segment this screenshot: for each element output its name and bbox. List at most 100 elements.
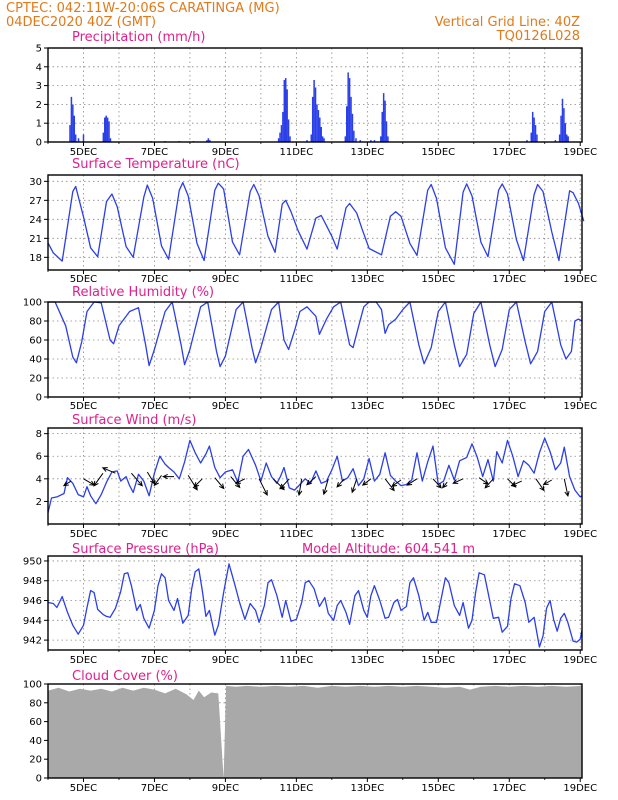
cloud-cover-xtick-label: 15DEC [421,783,455,794]
pressure-xtick-label: 17DEC [492,655,526,666]
precipitation-bar [310,134,313,142]
precipitation-bar [277,138,280,142]
cloud-cover-ytick-label: 80 [29,698,42,709]
precipitation-bar [320,126,322,142]
cloud-cover-xtick-label: 7DEC [141,783,168,794]
precipitation-bar [314,87,317,142]
precipitation-bar [283,79,286,142]
precipitation-xtick-label: 11DEC [280,147,314,158]
wind-ytick-label: 2 [36,497,42,508]
cloud-cover-ytick-label: 60 [29,717,42,728]
wind-ytick-label: 8 [36,429,42,440]
wind-direction-arrow [297,478,303,497]
humidity-ytick-label: 20 [29,374,42,385]
humidity-ytick-label: 80 [29,317,42,328]
pressure-panel: Surface Pressure (hPa) Model Altitude: 6… [23,542,597,666]
pressure-frame [47,555,583,651]
precipitation-xtick-label: 17DEC [492,147,526,158]
wind-direction-arrow [542,479,553,486]
temperature-xtick-label: 17DEC [492,274,526,285]
precipitation-bar [380,136,382,142]
humidity-xtick-label: 15DEC [421,401,455,412]
model-altitude: Model Altitude: 604.541 m [302,542,475,557]
pressure-ytick-label: 948 [23,576,42,587]
temperature-xtick-label: 9DEC [212,274,239,285]
precipitation-bar [77,138,80,142]
precipitation-bar [306,140,308,142]
cloud-cover-xtick-label: 9DEC [212,783,239,794]
precipitation-bar [381,111,383,142]
precipitation-bar [209,140,211,142]
pressure-xtick-label: 11DEC [280,655,314,666]
precipitation-xtick-label: 5DEC [70,147,97,158]
precipitation-bar [321,136,324,142]
precipitation-ytick-label: 1 [36,119,42,130]
wind-xtick-label: 13DEC [350,529,384,540]
wind-xtick-label: 7DEC [141,529,168,540]
wind-direction-arrow [62,480,72,487]
precipitation-bar [348,78,351,142]
precipitation-ytick-label: 5 [36,44,42,55]
wind-direction-arrow [510,480,522,487]
precipitation-bar [282,111,284,142]
precipitation-panel: Precipitation (mm/h) 0 1 2 3 4 5 5DEC 7DEC 9DEC 1… [36,30,597,158]
wind-xtick-label: 9DEC [212,529,239,540]
precipitation-xtick-label: 9DEC [212,147,239,158]
humidity-xtick-label: 11DEC [280,401,314,412]
humidity-frame [47,301,583,398]
precipitation-bar [370,140,372,142]
precipitation-bar [536,134,538,142]
cloud-cover-area [48,685,582,778]
precipitation-bar [82,134,85,142]
precipitation-ytick-label: 2 [36,100,42,111]
precipitation-ytick-label: 3 [36,81,42,92]
header: CPTEC: 042:11W-20:06S CARATINGA (MG) 04D… [6,1,580,44]
precipitation-bar [280,125,283,142]
precipitation-bar [560,115,562,142]
precipitation-xtick-label: 15DEC [421,147,455,158]
cloud-cover-ytick-label: 20 [29,755,42,766]
cloud-cover-xtick-label: 19DEC [563,783,597,794]
wind-ytick-label: 6 [36,452,42,463]
precipitation-bar [351,113,354,142]
wind-direction-arrow [563,478,570,498]
humidity-panel: Relative Humidity (%) 0 20 40 60 80 100 5DEC 7D… [23,285,597,412]
precipitation-bar [74,134,77,142]
wind-direction-arrow [230,476,241,489]
precipitation-bar [530,132,533,142]
precipitation-bar [346,106,348,142]
temperature-series-line [47,181,585,265]
temperature-ytick-label: 27 [29,196,42,207]
precipitation-bar [558,134,561,142]
precipitation-bar [316,104,318,142]
precipitation-bar [313,79,315,142]
precipitation-bar [279,132,281,142]
humidity-ytick-label: 40 [29,355,42,366]
pressure-ytick-label: 944 [23,616,42,627]
wind-direction-arrow [131,472,143,487]
precipitation-bar [109,138,112,142]
wind-direction-arrow [484,478,494,489]
model-id: TQ0126L028 [496,29,580,44]
precipitation-bar [373,140,376,142]
temperature-xtick-label: 19DEC [563,274,597,285]
pressure-xtick-label: 5DEC [70,655,97,666]
precipitation-bar [286,89,288,142]
wind-direction-arrow [279,478,290,490]
cloud-panel: Cloud Cover (%) 0 20 40 60 80 100 5DEC 7DEC 9DEC… [23,669,597,794]
wind-xtick-label: 17DEC [492,529,526,540]
wind-direction-arrow [322,478,329,496]
temperature-panel: Surface Temperature (nC) 18 21 24 27 30 5DEC 7… [29,157,597,285]
wind-direction-arrow [351,478,358,494]
wind-direction-arrow [214,477,225,490]
precipitation-bar [384,100,386,142]
precipitation-bar [359,140,361,142]
precipitation-bar [104,117,106,142]
cloud-cover-frame [47,683,583,779]
humidity-ytick-label: 0 [36,393,42,404]
cloud-cover-xtick-label: 11DEC [280,783,314,794]
humidity-xtick-label: 9DEC [212,401,239,412]
wind-ytick-label: 4 [36,474,42,485]
cloud-cover-title: Cloud Cover (%) [72,669,178,684]
wind-direction-arrow [83,478,96,486]
